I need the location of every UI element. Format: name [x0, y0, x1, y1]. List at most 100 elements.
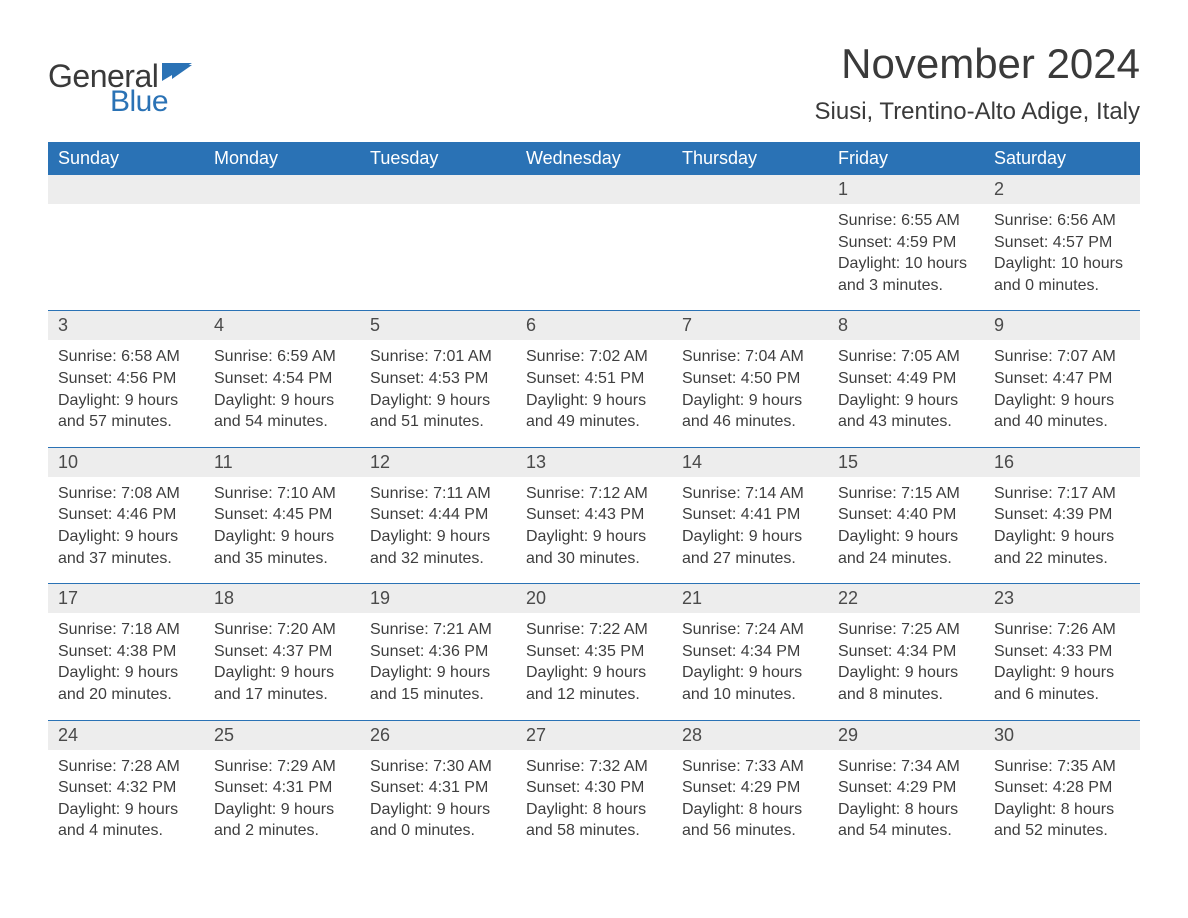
- day-cell: Sunrise: 7:02 AMSunset: 4:51 PMDaylight:…: [516, 340, 672, 432]
- daylight-text: Daylight: 9 hours: [370, 799, 506, 821]
- daylight-text: Daylight: 9 hours: [526, 390, 662, 412]
- day-number: 3: [48, 311, 204, 340]
- day-cell: Sunrise: 7:14 AMSunset: 4:41 PMDaylight:…: [672, 477, 828, 569]
- sunrise-text: Sunrise: 7:28 AM: [58, 756, 194, 778]
- day-number: [204, 175, 360, 204]
- day-number: 10: [48, 448, 204, 477]
- week-row: 24252627282930Sunrise: 7:28 AMSunset: 4:…: [48, 720, 1140, 842]
- sunset-text: Sunset: 4:29 PM: [682, 777, 818, 799]
- daylight-text: Daylight: 8 hours: [682, 799, 818, 821]
- daylight-text-2: and 3 minutes.: [838, 275, 974, 297]
- sunrise-text: Sunrise: 7:15 AM: [838, 483, 974, 505]
- daylight-text-2: and 22 minutes.: [994, 548, 1130, 570]
- day-number: 20: [516, 584, 672, 613]
- day-cell: Sunrise: 7:18 AMSunset: 4:38 PMDaylight:…: [48, 613, 204, 705]
- sunrise-text: Sunrise: 7:25 AM: [838, 619, 974, 641]
- day-number: 27: [516, 721, 672, 750]
- sunset-text: Sunset: 4:39 PM: [994, 504, 1130, 526]
- daylight-text-2: and 54 minutes.: [214, 411, 350, 433]
- day-number: 17: [48, 584, 204, 613]
- sunrise-text: Sunrise: 7:29 AM: [214, 756, 350, 778]
- day-cell: Sunrise: 7:35 AMSunset: 4:28 PMDaylight:…: [984, 750, 1140, 842]
- day-cell: [672, 204, 828, 296]
- sunrise-text: Sunrise: 7:20 AM: [214, 619, 350, 641]
- sunrise-text: Sunrise: 7:33 AM: [682, 756, 818, 778]
- sunset-text: Sunset: 4:35 PM: [526, 641, 662, 663]
- daylight-text-2: and 46 minutes.: [682, 411, 818, 433]
- sunset-text: Sunset: 4:41 PM: [682, 504, 818, 526]
- sunrise-text: Sunrise: 7:34 AM: [838, 756, 974, 778]
- daylight-text: Daylight: 9 hours: [682, 526, 818, 548]
- daylight-text: Daylight: 9 hours: [526, 662, 662, 684]
- sunrise-text: Sunrise: 7:02 AM: [526, 346, 662, 368]
- day-number: 24: [48, 721, 204, 750]
- day-cell: Sunrise: 7:28 AMSunset: 4:32 PMDaylight:…: [48, 750, 204, 842]
- daylight-text-2: and 27 minutes.: [682, 548, 818, 570]
- sunrise-text: Sunrise: 7:35 AM: [994, 756, 1130, 778]
- sunrise-text: Sunrise: 7:26 AM: [994, 619, 1130, 641]
- daylight-text: Daylight: 8 hours: [994, 799, 1130, 821]
- daylight-text: Daylight: 9 hours: [58, 799, 194, 821]
- daylight-text-2: and 32 minutes.: [370, 548, 506, 570]
- day-cell: Sunrise: 7:12 AMSunset: 4:43 PMDaylight:…: [516, 477, 672, 569]
- day-cell: Sunrise: 6:56 AMSunset: 4:57 PMDaylight:…: [984, 204, 1140, 296]
- daylight-text-2: and 17 minutes.: [214, 684, 350, 706]
- day-number: [672, 175, 828, 204]
- day-number: 12: [360, 448, 516, 477]
- day-cell: Sunrise: 6:55 AMSunset: 4:59 PMDaylight:…: [828, 204, 984, 296]
- week-row: 17181920212223Sunrise: 7:18 AMSunset: 4:…: [48, 583, 1140, 705]
- location: Siusi, Trentino-Alto Adige, Italy: [815, 98, 1141, 126]
- daylight-text: Daylight: 9 hours: [58, 390, 194, 412]
- day-cell: Sunrise: 7:25 AMSunset: 4:34 PMDaylight:…: [828, 613, 984, 705]
- daylight-text-2: and 51 minutes.: [370, 411, 506, 433]
- day-cell: Sunrise: 7:34 AMSunset: 4:29 PMDaylight:…: [828, 750, 984, 842]
- day-cell: Sunrise: 7:07 AMSunset: 4:47 PMDaylight:…: [984, 340, 1140, 432]
- daylight-text-2: and 58 minutes.: [526, 820, 662, 842]
- day-number: 23: [984, 584, 1140, 613]
- daylight-text: Daylight: 10 hours: [838, 253, 974, 275]
- sunrise-text: Sunrise: 7:14 AM: [682, 483, 818, 505]
- weekday-header: Sunday: [48, 142, 204, 175]
- weekday-header: Friday: [828, 142, 984, 175]
- sunset-text: Sunset: 4:30 PM: [526, 777, 662, 799]
- day-number: 25: [204, 721, 360, 750]
- daylight-text: Daylight: 10 hours: [994, 253, 1130, 275]
- daylight-text: Daylight: 9 hours: [838, 390, 974, 412]
- sunset-text: Sunset: 4:40 PM: [838, 504, 974, 526]
- day-number: 7: [672, 311, 828, 340]
- day-cell: Sunrise: 7:08 AMSunset: 4:46 PMDaylight:…: [48, 477, 204, 569]
- week-row: 12Sunrise: 6:55 AMSunset: 4:59 PMDayligh…: [48, 175, 1140, 296]
- day-number: 14: [672, 448, 828, 477]
- sunset-text: Sunset: 4:49 PM: [838, 368, 974, 390]
- day-cell: Sunrise: 7:20 AMSunset: 4:37 PMDaylight:…: [204, 613, 360, 705]
- weekday-header-row: SundayMondayTuesdayWednesdayThursdayFrid…: [48, 142, 1140, 175]
- daylight-text: Daylight: 9 hours: [370, 390, 506, 412]
- day-cell: Sunrise: 6:59 AMSunset: 4:54 PMDaylight:…: [204, 340, 360, 432]
- sunset-text: Sunset: 4:29 PM: [838, 777, 974, 799]
- day-number: 13: [516, 448, 672, 477]
- daylight-text-2: and 2 minutes.: [214, 820, 350, 842]
- day-number: [360, 175, 516, 204]
- weeks-container: 12 Sunrise: 6:55 AMSunset: 4:59 PMDayligh…: [48, 175, 1140, 842]
- day-number: 30: [984, 721, 1140, 750]
- day-cell: Sunrise: 7:11 AMSunset: 4:44 PMDaylight:…: [360, 477, 516, 569]
- day-number: [48, 175, 204, 204]
- daylight-text: Daylight: 9 hours: [58, 662, 194, 684]
- daylight-text-2: and 54 minutes.: [838, 820, 974, 842]
- day-number: 29: [828, 721, 984, 750]
- day-number: 21: [672, 584, 828, 613]
- sunrise-text: Sunrise: 7:18 AM: [58, 619, 194, 641]
- sunrise-text: Sunrise: 7:10 AM: [214, 483, 350, 505]
- daylight-text-2: and 20 minutes.: [58, 684, 194, 706]
- sunset-text: Sunset: 4:43 PM: [526, 504, 662, 526]
- sunset-text: Sunset: 4:33 PM: [994, 641, 1130, 663]
- daylight-text: Daylight: 9 hours: [370, 662, 506, 684]
- day-number: 8: [828, 311, 984, 340]
- daynum-strip: 10111213141516: [48, 448, 1140, 477]
- sunset-text: Sunset: 4:37 PM: [214, 641, 350, 663]
- day-number: 11: [204, 448, 360, 477]
- sunrise-text: Sunrise: 6:55 AM: [838, 210, 974, 232]
- daylight-text-2: and 12 minutes.: [526, 684, 662, 706]
- logo-text-blue: Blue: [110, 85, 168, 119]
- day-cell: Sunrise: 7:29 AMSunset: 4:31 PMDaylight:…: [204, 750, 360, 842]
